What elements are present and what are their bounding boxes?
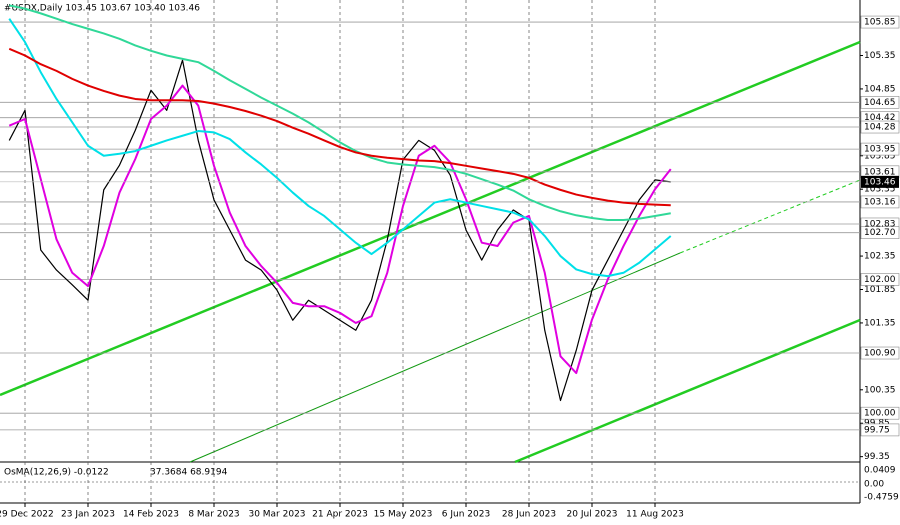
level-label: 99.75 bbox=[864, 425, 890, 435]
level-label: 103.61 bbox=[864, 167, 896, 177]
y-tick-label: 99.35 bbox=[864, 452, 890, 462]
level-label-box bbox=[860, 406, 900, 420]
y-tick-label: 105.35 bbox=[864, 51, 896, 61]
level-label-box bbox=[860, 95, 900, 109]
price-line bbox=[8, 47, 671, 207]
x-tick-label: 30 Mar 2023 bbox=[248, 510, 305, 520]
x-tick-label: 8 Mar 2023 bbox=[188, 510, 239, 520]
level-label: 102.00 bbox=[864, 275, 896, 285]
level-label: 102.83 bbox=[864, 219, 896, 229]
level-label: 105.85 bbox=[864, 18, 896, 28]
last-price-label: 103.46 bbox=[864, 177, 896, 187]
level-label-box bbox=[860, 142, 900, 156]
x-tick-label: 11 Aug 2023 bbox=[626, 510, 684, 520]
x-tick-label: 29 Dec 2022 bbox=[0, 510, 54, 520]
level-label-box bbox=[860, 15, 900, 29]
x-tick-label: 23 Jan 2023 bbox=[61, 510, 115, 520]
indicator-tick: 0.0409 bbox=[864, 466, 896, 476]
level-label: 100.90 bbox=[864, 349, 896, 359]
level-label: 102.70 bbox=[864, 228, 896, 238]
indicator-title: OsMA(12,26,9) -0.0122 bbox=[4, 468, 109, 478]
level-label-box bbox=[860, 226, 900, 239]
channel-mid bbox=[189, 252, 681, 463]
y-tick-label: 101.85 bbox=[864, 285, 896, 295]
y-tick-label: 103.85 bbox=[864, 151, 896, 161]
y-tick-label: 102.35 bbox=[864, 252, 896, 262]
price-line bbox=[8, 84, 672, 375]
channel-upper bbox=[0, 40, 861, 397]
level-label-box bbox=[860, 120, 900, 134]
indicator-readout: 37.3684 68.9194 bbox=[150, 468, 228, 478]
level-label: 104.65 bbox=[864, 98, 896, 108]
y-tick-label: 103.35 bbox=[864, 185, 896, 195]
channel-lines bbox=[0, 40, 861, 464]
x-tick-label: 6 Jun 2023 bbox=[442, 510, 490, 520]
chart-title: #USDX,Daily 103.45 103.67 103.40 103.46 bbox=[4, 4, 200, 14]
level-label: 103.16 bbox=[864, 197, 896, 207]
level-label-box bbox=[860, 273, 900, 286]
level-label: 103.95 bbox=[864, 145, 896, 155]
indicator-tick: -0.4759 bbox=[864, 493, 899, 503]
x-tick-label: 14 Feb 2023 bbox=[123, 510, 179, 520]
price-line bbox=[9, 4, 671, 221]
channel-lower bbox=[514, 318, 861, 464]
x-tick-label: 15 May 2023 bbox=[374, 510, 433, 520]
y-tick-label: 104.85 bbox=[864, 84, 896, 94]
x-tick-label: 20 Jul 2023 bbox=[567, 510, 618, 520]
level-label: 104.28 bbox=[864, 123, 896, 133]
channel-mid-extension bbox=[679, 179, 861, 254]
level-label: 100.00 bbox=[864, 409, 896, 419]
y-tick-label: 101.35 bbox=[864, 318, 896, 328]
level-label-box bbox=[860, 346, 900, 360]
x-tick-label: 28 Jun 2023 bbox=[502, 510, 556, 520]
level-label-box bbox=[860, 423, 900, 437]
indicator-tick: 0.00 bbox=[864, 480, 884, 490]
level-label: 104.42 bbox=[864, 113, 896, 123]
last-price-box bbox=[861, 175, 899, 188]
level-label-box bbox=[860, 195, 900, 209]
x-tick-label: 21 Apr 2023 bbox=[312, 510, 368, 520]
y-tick-label: 100.35 bbox=[864, 385, 896, 395]
price-line bbox=[8, 59, 671, 402]
price-line bbox=[8, 18, 672, 278]
